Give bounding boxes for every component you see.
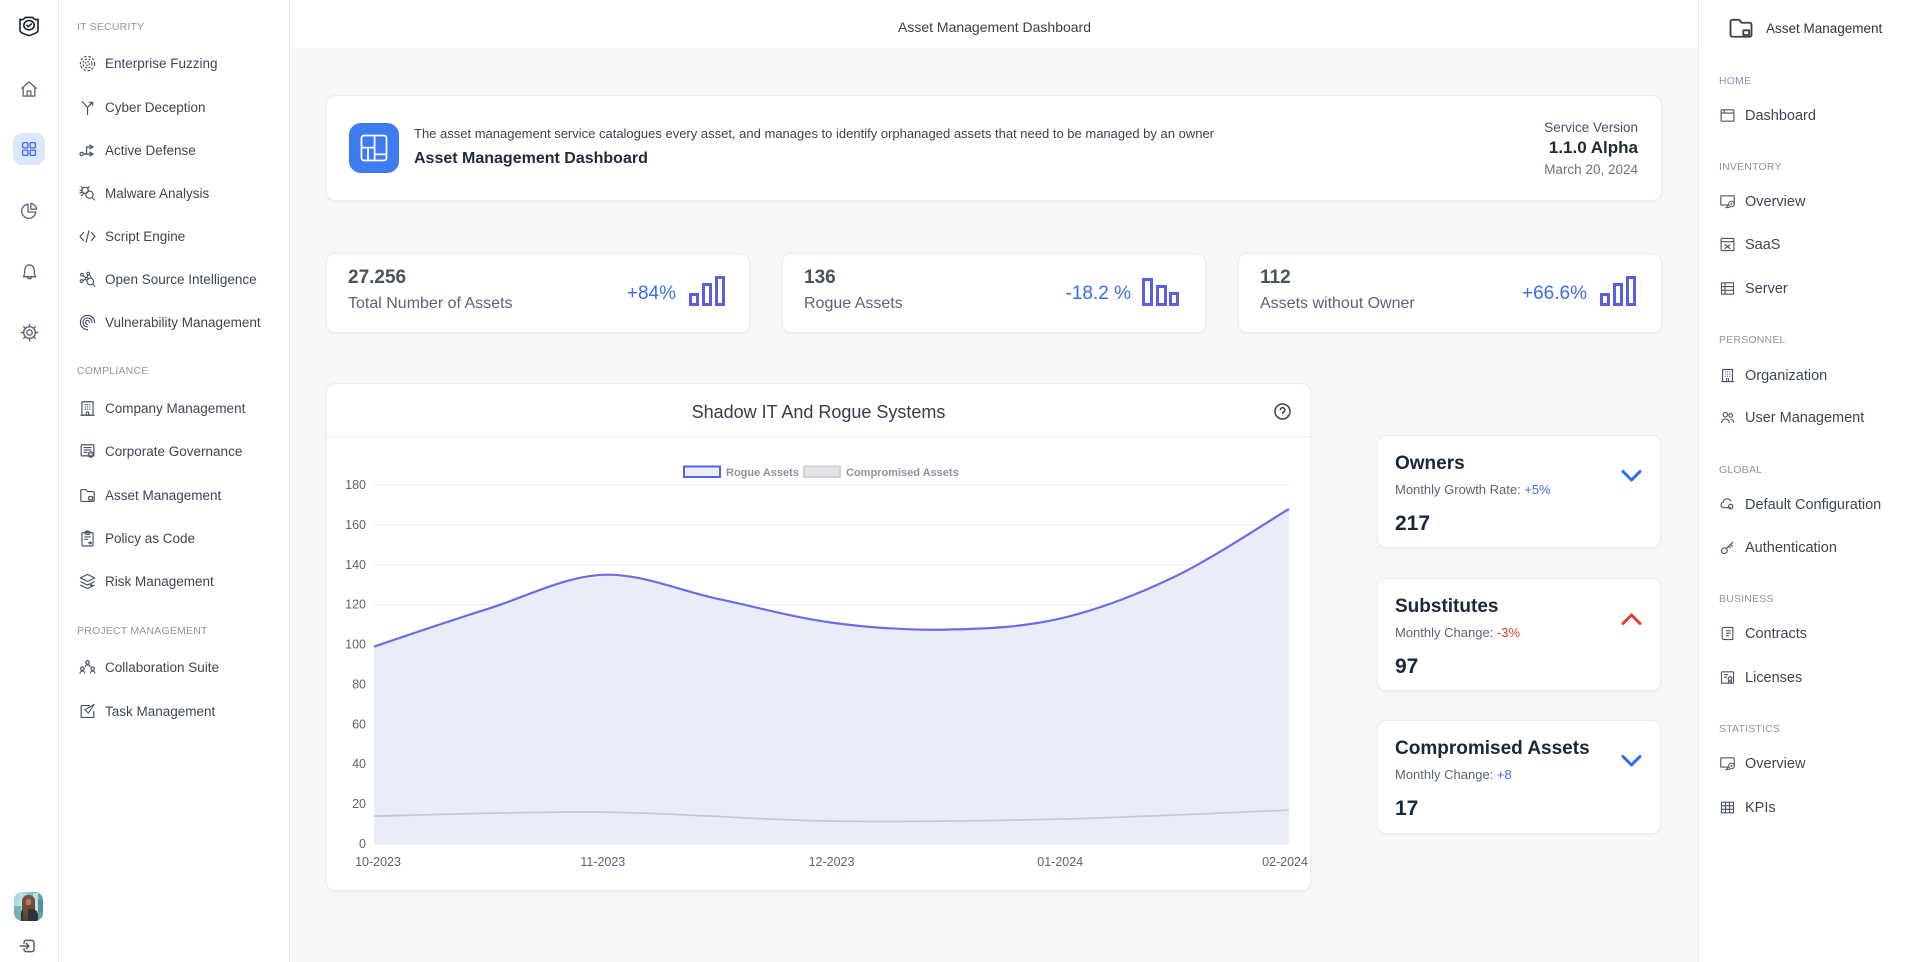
svg-text:01-2024: 01-2024 (1037, 855, 1083, 869)
svg-text:12-2023: 12-2023 (809, 855, 855, 869)
svg-text:40: 40 (352, 757, 366, 771)
svg-text:11-2023: 11-2023 (580, 855, 625, 869)
svg-text:60: 60 (352, 717, 366, 731)
svg-text:0: 0 (359, 837, 366, 851)
svg-text:120: 120 (345, 598, 366, 612)
svg-text:10-2023: 10-2023 (355, 855, 401, 869)
svg-text:140: 140 (345, 558, 366, 572)
svg-text:Compromised Assets: Compromised Assets (846, 467, 959, 479)
svg-text:80: 80 (352, 677, 366, 691)
svg-text:02-2024: 02-2024 (1262, 855, 1308, 869)
svg-text:20: 20 (352, 797, 366, 811)
svg-text:100: 100 (345, 638, 366, 652)
svg-text:180: 180 (345, 478, 366, 492)
svg-text:Rogue Assets: Rogue Assets (726, 467, 799, 479)
svg-text:160: 160 (345, 518, 366, 532)
